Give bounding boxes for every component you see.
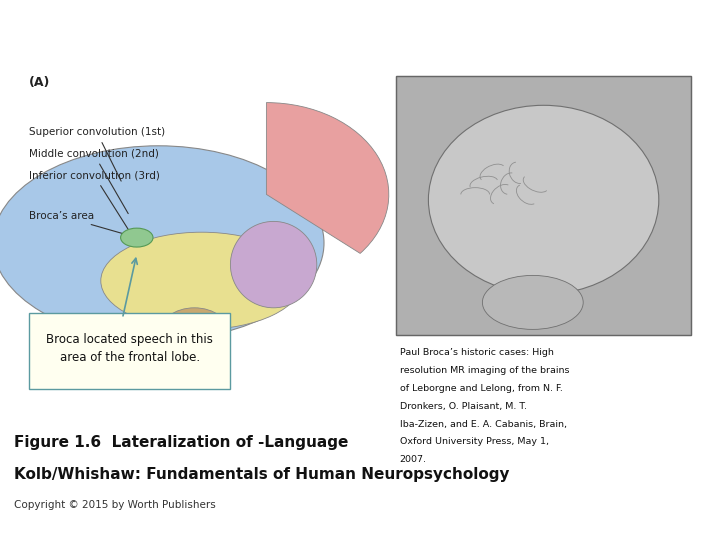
Text: Superior convolution (1st): Superior convolution (1st) — [29, 127, 165, 181]
Ellipse shape — [0, 146, 324, 340]
Text: Figure 1.6  Lateralization of -Language: Figure 1.6 Lateralization of -Language — [14, 435, 348, 450]
Text: of Leborgne and Lelong, from N. F.: of Leborgne and Lelong, from N. F. — [400, 384, 562, 393]
Text: Copyright © 2015 by Worth Publishers: Copyright © 2015 by Worth Publishers — [14, 500, 216, 510]
Ellipse shape — [101, 232, 302, 329]
Ellipse shape — [158, 308, 230, 362]
Text: Broca’s area: Broca’s area — [29, 211, 134, 237]
Ellipse shape — [428, 105, 659, 294]
Text: Inferior convolution (3rd): Inferior convolution (3rd) — [29, 171, 160, 241]
Text: Kolb/Whishaw: Fundamentals of Human Neuropsychology: Kolb/Whishaw: Fundamentals of Human Neur… — [14, 467, 510, 482]
Text: Iba-Zizen, and E. A. Cabanis, Brain,: Iba-Zizen, and E. A. Cabanis, Brain, — [400, 420, 567, 429]
Text: Oxford University Press, May 1,: Oxford University Press, May 1, — [400, 437, 549, 447]
Text: 2007.: 2007. — [400, 455, 426, 464]
Ellipse shape — [230, 221, 317, 308]
Text: Dronkers, O. Plaisant, M. T.: Dronkers, O. Plaisant, M. T. — [400, 402, 526, 411]
Text: resolution MR imaging of the brains: resolution MR imaging of the brains — [400, 366, 569, 375]
Ellipse shape — [482, 275, 583, 329]
Text: Middle convolution (2nd): Middle convolution (2nd) — [29, 149, 158, 214]
FancyBboxPatch shape — [396, 76, 691, 335]
Text: Paul Broca’s historic cases: High: Paul Broca’s historic cases: High — [400, 348, 554, 357]
Ellipse shape — [121, 228, 153, 247]
Text: Broca located speech in this
area of the frontal lobe.: Broca located speech in this area of the… — [46, 333, 213, 364]
Text: (A): (A) — [29, 76, 50, 89]
Wedge shape — [266, 103, 389, 253]
FancyBboxPatch shape — [29, 313, 230, 389]
